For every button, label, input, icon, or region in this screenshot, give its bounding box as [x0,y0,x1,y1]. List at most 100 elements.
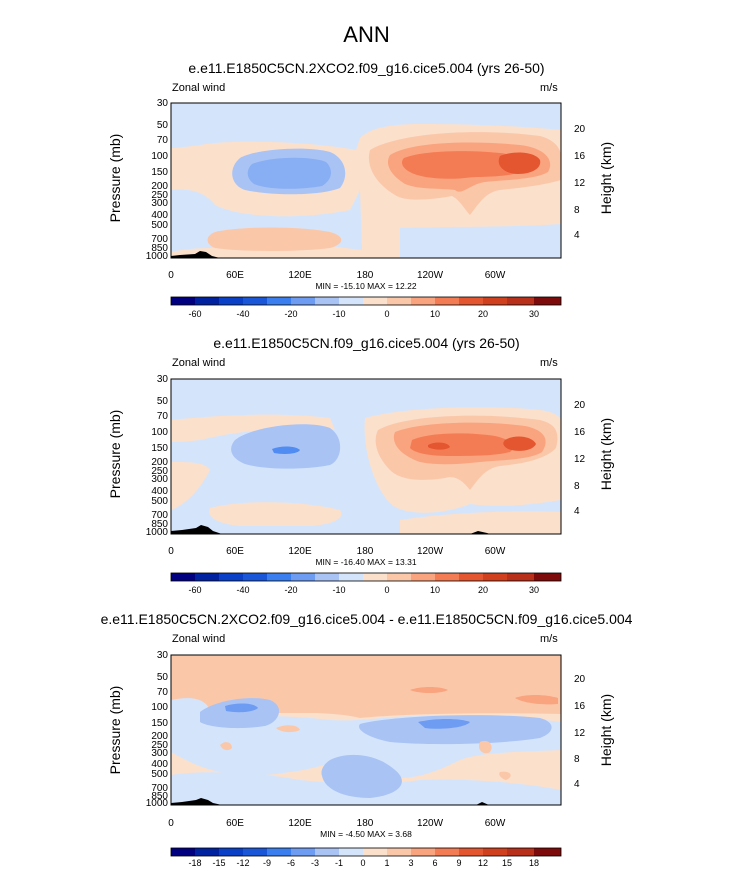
p1-cb-label: -40 [236,309,250,319]
p2-htick: 4 [574,506,580,517]
p1-lontick: 120E [288,270,312,281]
p3-cb-label: 9 [456,858,462,868]
p1-ptick: 150 [151,167,168,178]
p3-ptick: 200 [151,731,168,742]
p2-ptick: 50 [156,396,168,407]
p2-ptick: 200 [151,457,168,468]
p1-htick: 4 [574,230,580,241]
panel2-variable-label: Zonal wind [172,357,226,369]
p2-cb-label: -40 [236,585,250,595]
p1-cb-label: 30 [528,309,539,319]
p2-cb-label: -20 [284,585,298,595]
p3-ptick: 300 [151,748,168,759]
p1-ptick: 70 [156,135,168,146]
p2-cb-label: 10 [429,585,440,595]
p1-cb-label: -10 [332,309,346,319]
p3-lontick: 60E [226,818,244,829]
p3-ptick: 70 [156,687,168,698]
p1-lontick: 120W [416,270,444,281]
panel3-stats: MIN = -4.50 MAX = 3.68 [320,829,412,839]
p3-cb-label: -6 [286,858,295,868]
p3-cb-label: -18 [188,858,202,868]
p3-cb-label: 6 [432,858,438,868]
panel2-units-label: m/s [540,357,558,369]
p3-cb-label: 1 [384,858,390,868]
p2-lontick: 120W [416,546,444,557]
p2-htick: 12 [574,454,586,465]
panel2-right-low-pos [400,511,561,534]
p1-cb-label: 20 [477,309,488,319]
panel3-neg2-d [418,719,470,729]
p2-cb-label: 30 [528,585,539,595]
p1-ptick: 30 [156,98,168,109]
p2-ptick: 70 [156,411,168,422]
panel1-jet-pos4 [498,152,541,174]
p3-ptick: 850 [151,791,168,802]
panel2-title: e.e11.E1850C5CN.f09_g16.cice5.004 (yrs 2… [213,335,520,351]
panel3-title: e.e11.E1850C5CN.2XCO2.f09_g16.cice5.004 … [100,611,633,627]
panel1-stats: MIN = -15.10 MAX = 12.22 [315,281,417,291]
p2-cb-label: 20 [477,585,488,595]
p3-lontick: 0 [168,818,174,829]
p3-htick: 4 [574,779,580,790]
p3-cb-label: -12 [236,858,250,868]
panel2-jet-neg2 [272,446,300,454]
p1-lontick: 60E [226,270,244,281]
p1-ptick: 1000 [145,251,168,262]
p3-ptick: 150 [151,718,168,729]
p1-cb-label: 0 [384,309,390,319]
p3-lontick: 180 [356,818,374,829]
panel2-jet-pos4a [428,442,450,450]
panel1-title: e.e11.E1850C5CN.2XCO2.f09_g16.cice5.004 … [188,60,545,76]
p2-htick: 16 [574,427,586,438]
p2-cb-label: -10 [332,585,346,595]
p3-cb-label: 15 [501,858,512,868]
p1-ptick: 200 [151,181,168,192]
p1-htick: 20 [574,124,586,135]
p2-ptick: 850 [151,519,168,530]
p1-lontick: 180 [356,270,374,281]
p1-ptick: 700 [151,234,168,245]
panel2-mid-pos [171,462,210,510]
panel3-neg2-a [200,698,280,729]
p2-lontick: 60E [226,546,244,557]
p2-ptick: 400 [151,486,168,497]
main-title: ANN [343,22,390,47]
panel3-pos-blob1 [410,687,448,693]
panel3-neg-lower-mid [321,754,402,798]
p1-cb-label: -20 [284,309,298,319]
p1-ptick: 500 [151,220,168,231]
p3-ptick: 500 [151,769,168,780]
p1-lontick: 0 [168,270,174,281]
p3-cb-label: -15 [212,858,226,868]
panel3-frame [170,654,562,806]
p3-ptick: 50 [156,672,168,683]
p1-lontick: 60W [484,270,506,281]
p2-ptick: 150 [151,443,168,454]
p3-cb-label: 12 [477,858,488,868]
p3-ptick: 700 [151,783,168,794]
panel2-upper-pos [171,414,335,442]
panel3-neg2-b [225,703,258,713]
p2-cb-label: -60 [188,585,202,595]
panel3-units-label: m/s [540,633,558,645]
p1-ptick: 250 [151,190,168,201]
p3-cb-label: -9 [262,858,271,868]
panel1-right-neg [400,224,561,258]
p2-cb-label: 0 [384,585,390,595]
p3-cb-label: 3 [408,858,414,868]
panel3-neg2-c [359,715,552,745]
panel2-low-pos [209,502,342,526]
p3-lontick: 120E [288,818,312,829]
p2-ptick: 1000 [145,527,168,538]
p1-htick: 12 [574,178,586,189]
panel3-variable-label: Zonal wind [172,633,226,645]
panel2-stats: MIN = -16.40 MAX = 13.31 [315,557,417,567]
p3-htick: 8 [574,754,580,765]
panel1-jet-neg2 [247,157,331,189]
p3-ptick: 30 [156,650,168,661]
panel3-upper-pos1-edge [171,712,561,718]
